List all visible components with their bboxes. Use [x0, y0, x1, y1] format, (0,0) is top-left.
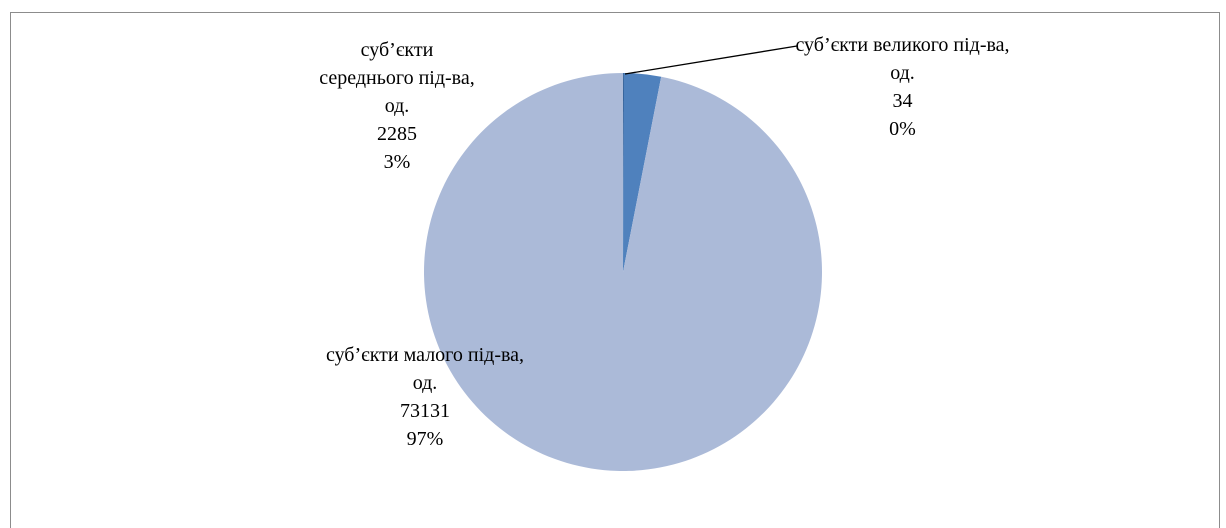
label-name: суб’єкти великого під-ва, од.	[795, 34, 1010, 84]
leader-line	[624, 45, 798, 75]
label-value: 2285	[377, 123, 417, 145]
pie-slice	[623, 73, 624, 272]
pie-slice	[623, 73, 662, 273]
data-label: суб’єкти малого під-ва, од. 73131 97%	[322, 341, 528, 453]
label-percent: 3%	[383, 151, 411, 173]
data-label: суб’єкти середнього під-ва, од. 2285 3%	[318, 36, 476, 176]
label-percent: 97%	[406, 428, 444, 450]
label-percent: 0%	[889, 118, 916, 140]
data-label: суб’єкти великого під-ва, од. 34 0%	[795, 31, 1010, 143]
label-value: 34	[892, 90, 913, 112]
label-name: суб’єкти малого під-ва, од.	[325, 344, 525, 394]
label-name: суб’єкти середнього під-ва, од.	[319, 39, 475, 117]
pie-slice	[424, 73, 823, 471]
label-value: 73131	[400, 400, 450, 422]
